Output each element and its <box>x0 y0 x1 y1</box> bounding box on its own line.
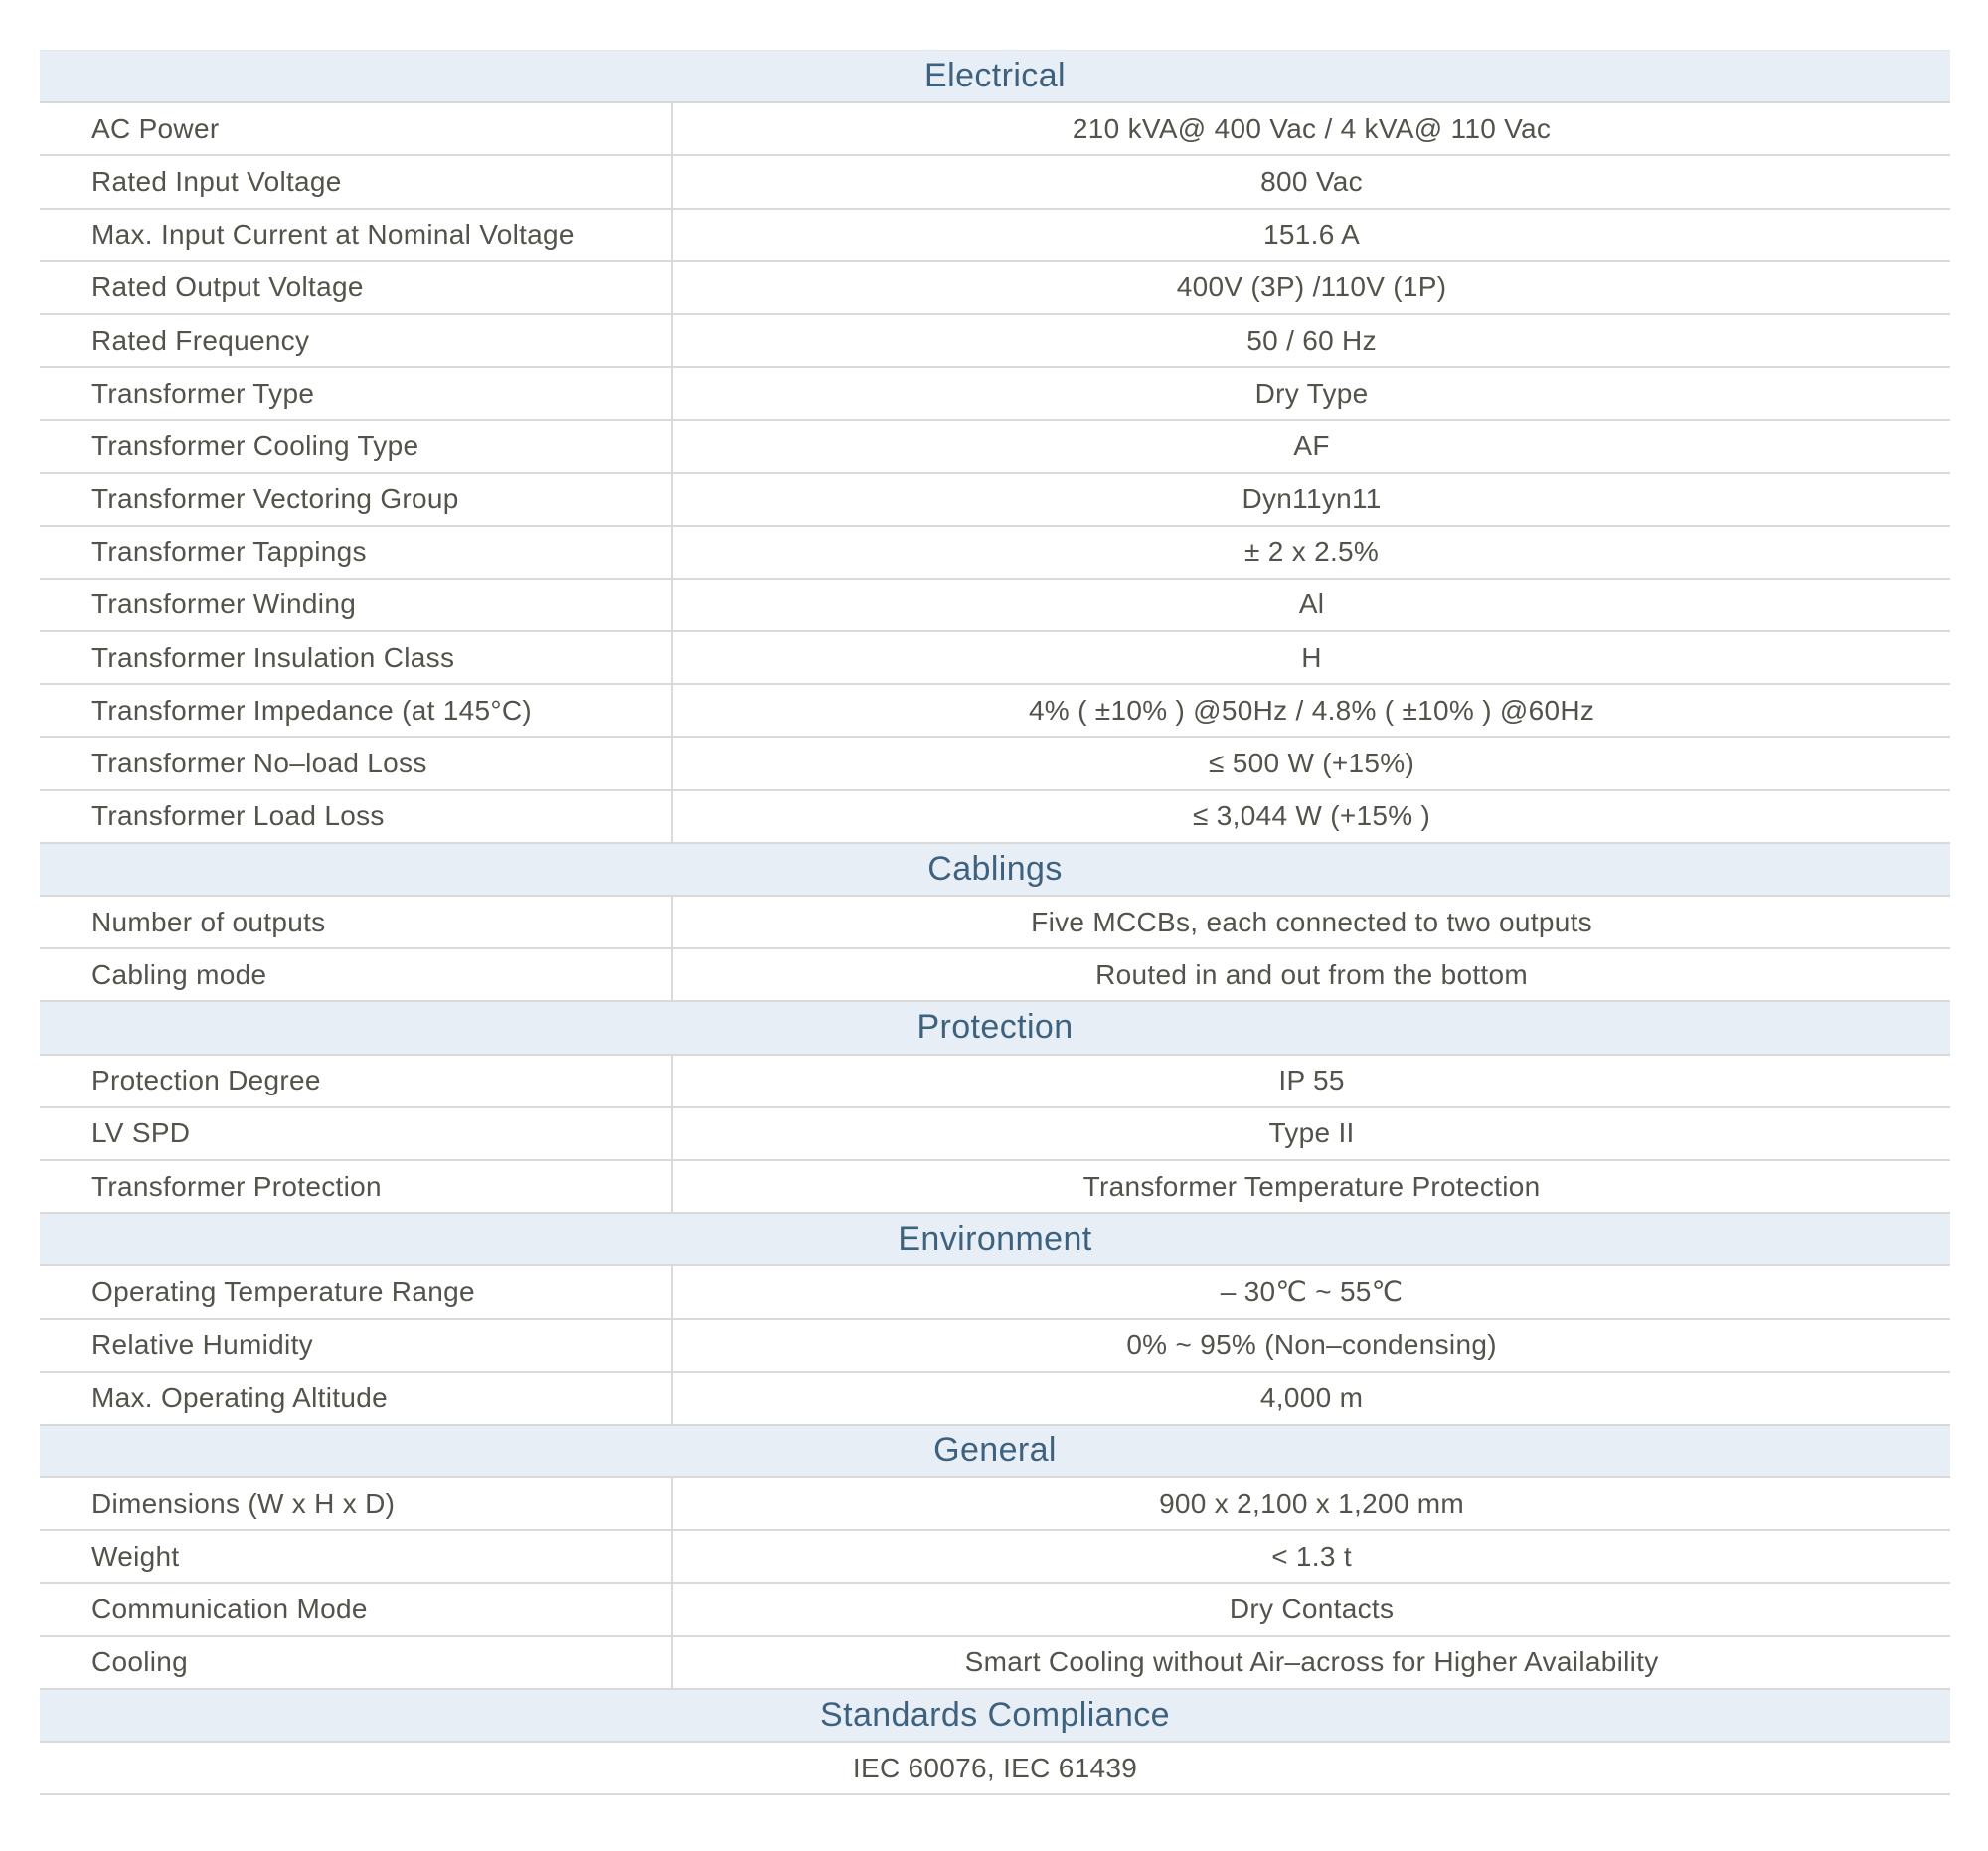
row-label: Protection Degree <box>40 1055 674 1106</box>
row-value: Dry Type <box>1254 377 1369 409</box>
row-label: Max. Operating Altitude <box>40 1372 674 1424</box>
row-value: 151.6 A <box>1263 219 1361 251</box>
spec-row: Protection Degree IP 55 <box>40 1055 1950 1108</box>
row-label: AC Power <box>40 103 674 155</box>
spec-row: AC Power 210 kVA@ 400 Vac / 4 kVA@ 110 Va… <box>40 103 1950 157</box>
row-value: – 30℃ ~ 55℃ <box>1220 1276 1404 1308</box>
section-title: Cablings <box>927 849 1063 888</box>
section-title: Standards Compliance <box>820 1695 1170 1734</box>
row-label: Transformer Impedance (at 145°C) <box>40 685 674 737</box>
spec-row: Rated Frequency 50 / 60 Hz <box>40 314 1950 369</box>
full-width-row: IEC 60076, IEC 61439 <box>40 1743 1950 1796</box>
row-label: Rated Output Voltage <box>40 261 674 313</box>
spec-row: Cabling mode Routed in and out from the b… <box>40 949 1950 1003</box>
section-header-cablings: Cablings <box>40 843 1950 897</box>
row-value: 210 kVA@ 400 Vac / 4 kVA@ 110 Vac <box>1072 112 1552 144</box>
row-value: 4% ( ±10% ) @50Hz / 4.8% ( ±10% ) @60Hz <box>1028 694 1595 726</box>
spec-row: Transformer Tappings ± 2 x 2.5% <box>40 526 1950 580</box>
section-header-electrical: Electrical <box>40 51 1950 104</box>
row-value: ≤ 500 W (+15%) <box>1209 748 1415 779</box>
row-value: ± 2 x 2.5% <box>1244 536 1380 568</box>
section-header-general: General <box>40 1425 1950 1479</box>
row-label: Cabling mode <box>40 949 674 1001</box>
spec-table: Electrical AC Power 210 kVA@ 400 Vac / 4 k… <box>40 50 1950 1796</box>
row-label: Dimensions (W x H x D) <box>40 1478 674 1530</box>
row-value: < 1.3 t <box>1271 1540 1352 1572</box>
row-value: Dyn11yn11 <box>1242 483 1382 515</box>
spec-row: Dimensions (W x H x D) 900 x 2,100 x 1,20… <box>40 1478 1950 1532</box>
row-value: H <box>1301 641 1322 673</box>
spec-row: Transformer Protection Transformer Temper… <box>40 1160 1950 1215</box>
row-value: 400V (3P) /110V (1P) <box>1176 271 1447 303</box>
row-label: Transformer Load Loss <box>40 790 674 842</box>
section-title: Protection <box>916 1008 1074 1047</box>
spec-row: Number of outputs Five MCCBs, each connec… <box>40 897 1950 950</box>
spec-row: Transformer Winding Al <box>40 579 1950 633</box>
row-label: Transformer Insulation Class <box>40 632 674 684</box>
section-title: Electrical <box>924 57 1066 95</box>
row-value: Five MCCBs, each connected to two output… <box>1031 906 1592 937</box>
row-label: Transformer Cooling Type <box>40 421 674 472</box>
row-label: Relative Humidity <box>40 1319 674 1371</box>
row-label: Weight <box>40 1531 674 1583</box>
row-label: Transformer No–load Loss <box>40 738 674 789</box>
row-value: Transformer Temperature Protection <box>1082 1170 1541 1202</box>
row-value: 4,000 m <box>1259 1382 1364 1414</box>
spec-row: Transformer Load Loss ≤ 3,044 W (+15% ) <box>40 790 1950 844</box>
row-label: Transformer Protection <box>40 1160 674 1213</box>
spec-row: Max. Operating Altitude 4,000 m <box>40 1372 1950 1426</box>
row-value: Type II <box>1268 1117 1355 1149</box>
section-header-protection: Protection <box>40 1002 1950 1056</box>
spec-row: Transformer Vectoring Group Dyn11yn11 <box>40 473 1950 527</box>
section-title: General <box>933 1430 1057 1469</box>
section-header-environment: Environment <box>40 1214 1950 1267</box>
row-value: Al <box>1298 589 1325 620</box>
row-value: 900 x 2,100 x 1,200 mm <box>1159 1487 1465 1519</box>
spec-row: Transformer Type Dry Type <box>40 368 1950 421</box>
spec-row: Communication Mode Dry Contacts <box>40 1584 1950 1637</box>
spec-row: Operating Temperature Range – 30℃ ~ 55℃ <box>40 1266 1950 1320</box>
row-value: ≤ 3,044 W (+15% ) <box>1193 800 1431 832</box>
row-value: IP 55 <box>1278 1065 1345 1096</box>
row-value: Dry Contacts <box>1229 1594 1395 1625</box>
spec-row: Relative Humidity 0% ~ 95% (Non–condensin… <box>40 1319 1950 1373</box>
row-label: Transformer Winding <box>40 579 674 631</box>
section-header-standards-compliance: Standards Compliance <box>40 1689 1950 1743</box>
row-value: Routed in and out from the bottom <box>1095 958 1528 990</box>
row-label: Rated Input Voltage <box>40 156 674 208</box>
spec-row: Transformer Impedance (at 145°C) 4% ( ±10… <box>40 685 1950 739</box>
row-label: Transformer Vectoring Group <box>40 473 674 525</box>
row-label: Transformer Type <box>40 368 674 420</box>
row-value: 800 Vac <box>1260 165 1363 197</box>
spec-row: Cooling Smart Cooling without Air–across … <box>40 1636 1950 1690</box>
row-label: Transformer Tappings <box>40 526 674 578</box>
spec-row: Weight < 1.3 t <box>40 1531 1950 1585</box>
row-value: IEC 60076, IEC 61439 <box>852 1752 1138 1783</box>
row-value: 50 / 60 Hz <box>1246 324 1377 356</box>
spec-row: Max. Input Current at Nominal Voltage 151… <box>40 209 1950 262</box>
row-label: Cooling <box>40 1636 674 1688</box>
row-label: Rated Frequency <box>40 314 674 367</box>
row-label: Operating Temperature Range <box>40 1266 674 1318</box>
spec-row: Transformer Insulation Class H <box>40 632 1950 686</box>
row-label: Communication Mode <box>40 1584 674 1635</box>
row-value: AF <box>1293 429 1330 461</box>
row-label: Number of outputs <box>40 897 674 948</box>
spec-row: LV SPD Type II <box>40 1107 1950 1161</box>
spec-row: Rated Output Voltage 400V (3P) /110V (1P) <box>40 261 1950 315</box>
row-value: Smart Cooling without Air–across for Hig… <box>964 1646 1659 1678</box>
row-label: LV SPD <box>40 1107 674 1159</box>
row-value: 0% ~ 95% (Non–condensing) <box>1126 1329 1497 1361</box>
spec-row: Transformer No–load Loss ≤ 500 W (+15%) <box>40 738 1950 791</box>
spec-row: Rated Input Voltage 800 Vac <box>40 156 1950 210</box>
section-title: Environment <box>898 1220 1092 1259</box>
row-label: Max. Input Current at Nominal Voltage <box>40 209 674 260</box>
spec-row: Transformer Cooling Type AF <box>40 421 1950 474</box>
